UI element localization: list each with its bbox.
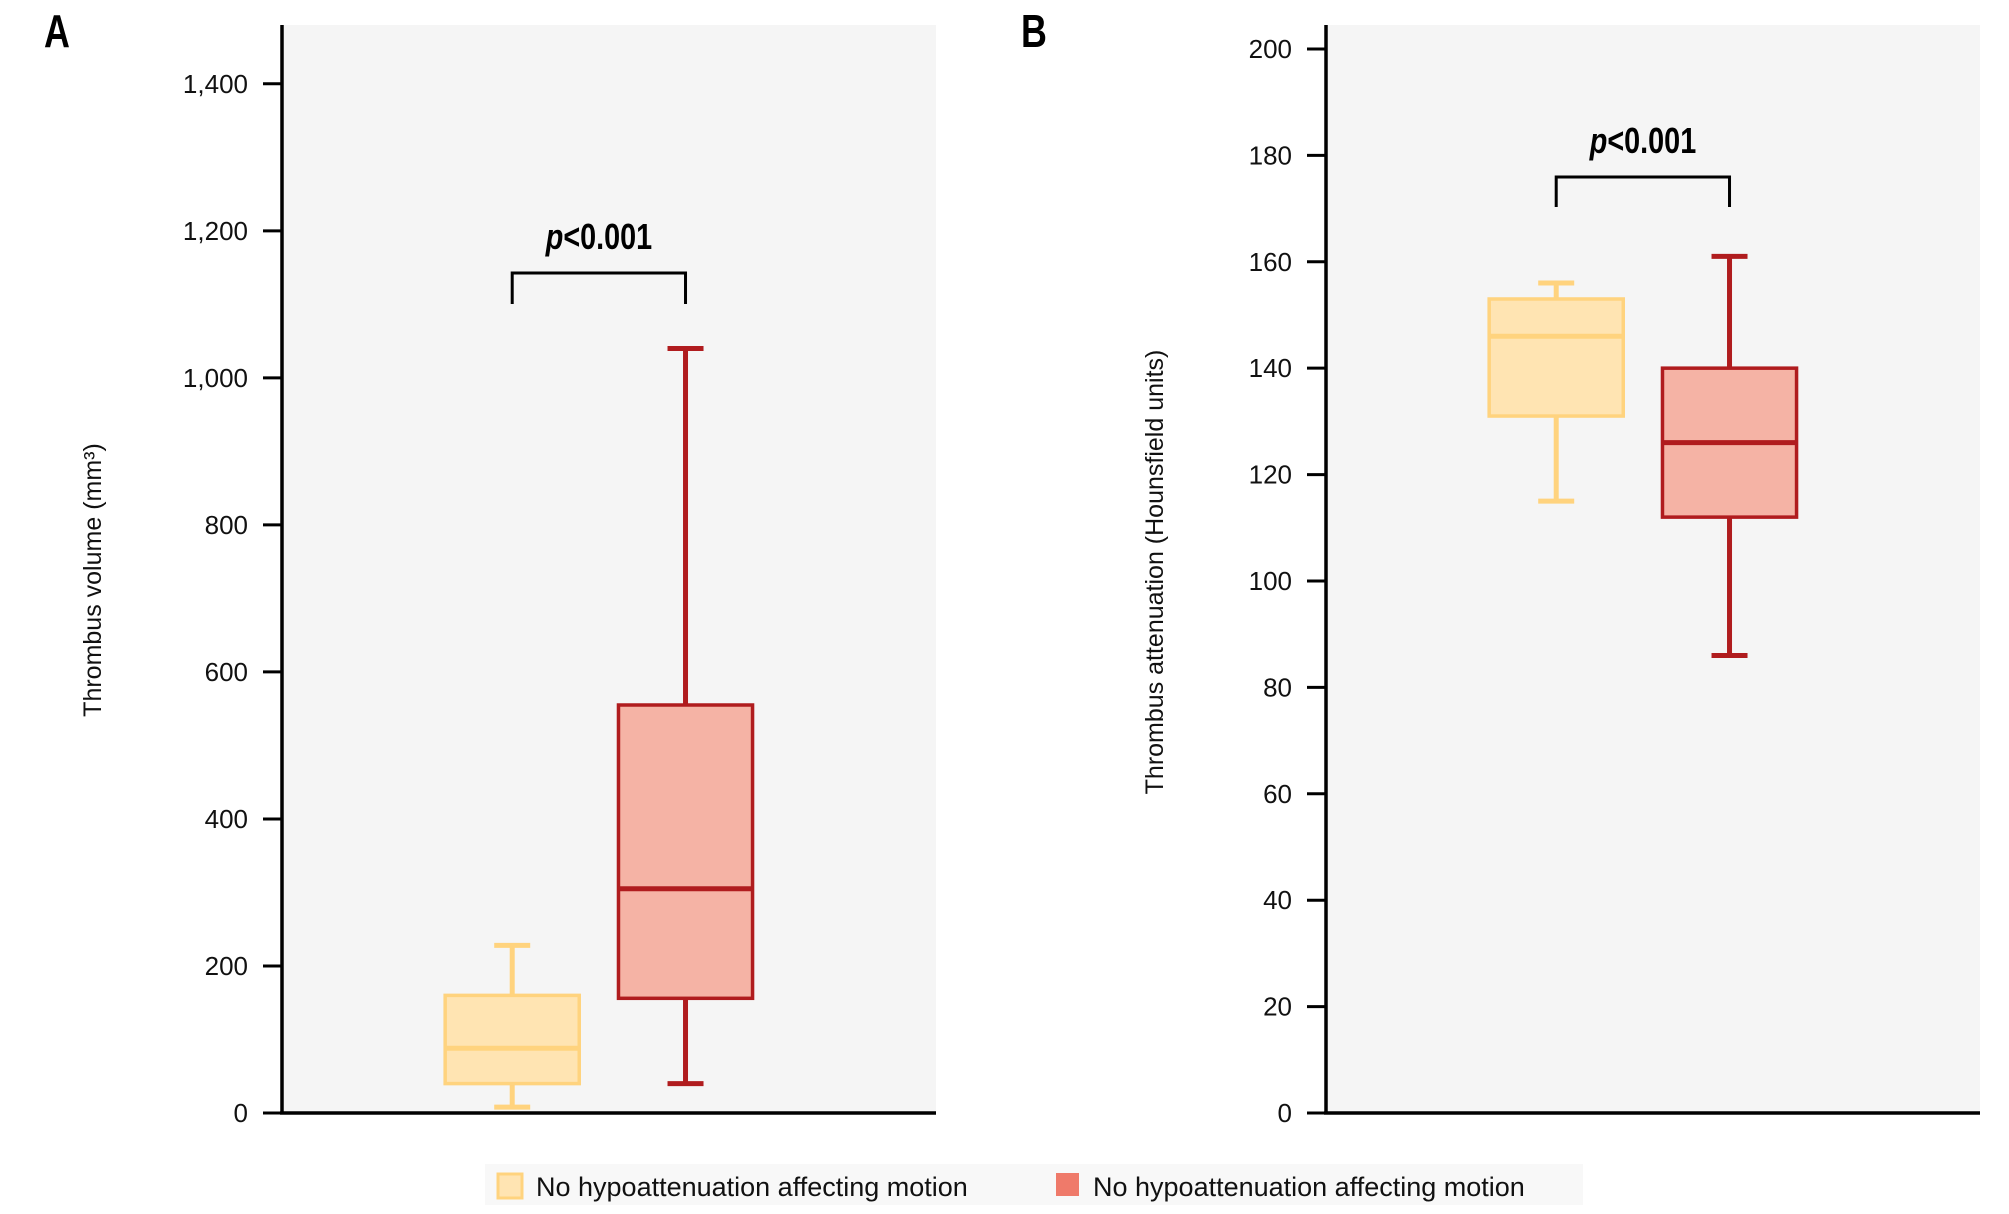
y-tick-label: 140 [1249,353,1292,383]
p-value-prefix-b: p [1589,120,1607,161]
box-red [616,345,755,1087]
y-tick-label: 160 [1249,247,1292,277]
y-tick-label: 1,000 [183,363,248,393]
box-yellow [1487,280,1625,504]
y-axis-title-a: Thrombus volume (mm³) [79,443,107,717]
legend-item: No hypoattenuation affecting motion [496,1172,968,1202]
legend-item: No hypoattenuation affecting motion [1056,1172,1525,1202]
plot-background-a [282,25,936,1113]
legend-label: No hypoattenuation affecting motion [1093,1172,1525,1202]
legend-swatch-yellow [496,1172,524,1200]
p-value-annotation-b: p<0.001 [1589,120,1696,161]
y-tick-label: 60 [1263,779,1292,809]
y-tick-label: 600 [205,657,248,687]
legend: No hypoattenuation affecting motion No h… [485,1164,1583,1205]
y-tick-label: 80 [1263,672,1292,702]
legend-label: No hypoattenuation affecting motion [536,1172,968,1202]
box-yellow [443,942,581,1110]
legend-swatch-red [1056,1173,1079,1196]
y-tick-label: 0 [1278,1098,1292,1128]
y-tick-label: 1,400 [183,69,248,99]
bracket-line [510,271,688,304]
box-iqr [443,993,581,1086]
y-tick-label: 100 [1249,566,1292,596]
box-red [1660,253,1799,658]
panel-b: B p<0.001 0 20 40 60 80 100 120 140 160 180 200 Th… [1021,6,1980,1128]
panel-label-a: A [44,6,70,57]
significance-bracket-a [510,271,688,304]
bracket-line [1554,175,1732,207]
boxes-a [443,345,755,1110]
y-tick-label: 800 [205,510,248,540]
p-value-prefix-a: p [545,216,563,257]
panel-a: A p<0.001 0 200 400 600 800 1,000 1,200 1,400 T… [44,6,936,1128]
y-tick-label: 1,200 [183,216,248,246]
y-axis-b: 0 20 40 60 80 100 120 140 160 180 200 [1249,25,1328,1128]
y-axis-a: 0 200 400 600 800 1,000 1,200 1,400 [183,25,284,1128]
boxes-b [1487,253,1799,658]
y-tick-label: 40 [1263,885,1292,915]
significance-bracket-b [1554,175,1732,207]
p-value-text-b: <0.001 [1607,120,1696,161]
y-tick-label: 200 [205,951,248,981]
legend-background [485,1164,1583,1205]
plot-background-b [1326,25,1980,1113]
panel-label-b: B [1021,6,1047,57]
y-tick-label: 120 [1249,460,1292,490]
y-tick-label: 20 [1263,992,1292,1022]
p-value-annotation-a: p<0.001 [545,216,652,257]
y-tick-label: 0 [234,1098,248,1128]
y-tick-label: 200 [1249,34,1292,64]
y-axis-title-b: Thrombus attenuation (Hounsfield units) [1141,350,1169,795]
y-tick-label: 180 [1249,140,1292,170]
y-tick-label: 400 [205,804,248,834]
box-iqr [1487,297,1625,418]
p-value-text-a: <0.001 [563,216,652,257]
box-iqr [616,703,755,1001]
